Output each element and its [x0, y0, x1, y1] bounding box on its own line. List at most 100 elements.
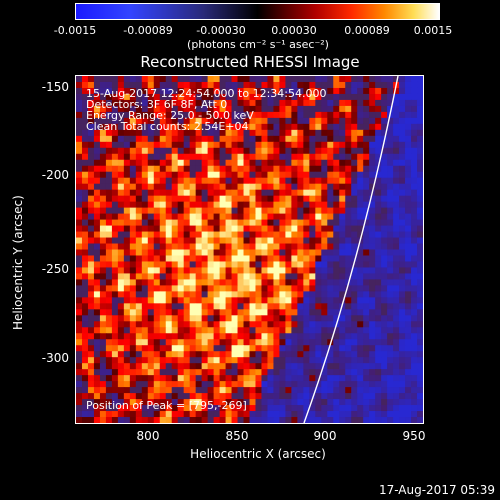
heatmap-pixel: [243, 387, 250, 394]
heatmap-pixel: [177, 315, 185, 322]
heatmap-pixel: [321, 351, 328, 358]
heatmap-pixel: [141, 363, 149, 370]
heatmap-pixel: [369, 261, 376, 268]
heatmap-pixel: [375, 417, 382, 423]
heatmap-pixel: [195, 93, 203, 101]
heatmap-pixel: [369, 219, 376, 227]
heatmap-pixel: [339, 129, 346, 137]
heatmap-pixel: [273, 333, 280, 340]
heatmap-pixel: [219, 309, 227, 316]
heatmap-pixel: [129, 261, 137, 268]
heatmap-pixel: [183, 309, 191, 316]
heatmap-pixel: [303, 315, 310, 322]
heatmap-pixel: [363, 243, 370, 250]
heatmap-pixel: [159, 357, 167, 364]
heatmap-pixel: [249, 327, 256, 334]
heatmap-pixel: [357, 333, 364, 340]
heatmap-pixel: [153, 303, 161, 310]
heatmap-pixel: [417, 285, 423, 292]
heatmap-pixel: [315, 135, 322, 143]
heatmap-pixel: [381, 267, 388, 274]
heatmap-pixel: [207, 93, 215, 101]
heatmap-pixel: [201, 111, 209, 119]
heatmap-pixel: [405, 129, 412, 137]
heatmap-pixel: [243, 219, 250, 227]
heatmap-pixel: [219, 411, 227, 418]
heatmap-pixel: [291, 405, 298, 412]
heatmap-pixel: [339, 297, 346, 304]
heatmap-pixel: [297, 345, 304, 352]
heatmap-pixel: [225, 363, 233, 370]
heatmap-pixel: [135, 81, 143, 89]
heatmap-pixel: [255, 135, 262, 143]
heatmap-pixel: [207, 339, 215, 346]
heatmap-pixel: [327, 231, 334, 239]
heatmap-pixel: [273, 387, 280, 394]
heatmap-pixel: [267, 351, 274, 358]
heatmap-pixel: [99, 411, 107, 418]
heatmap-pixel: [321, 279, 328, 286]
heatmap-pixel: [189, 99, 197, 107]
heatmap-pixel: [399, 207, 406, 215]
heatmap-pixel: [333, 129, 340, 137]
heatmap-pixel: [225, 261, 233, 268]
heatmap-pixel: [147, 237, 155, 245]
heatmap-pixel: [117, 165, 125, 173]
heatmap-pixel: [141, 255, 149, 262]
heatmap-pixel: [297, 273, 304, 280]
heatmap-pixel: [321, 267, 328, 274]
heatmap-pixel: [345, 339, 352, 346]
heatmap-pixel: [243, 76, 250, 83]
heatmap-pixel: [225, 111, 233, 119]
heatmap-pixel: [243, 417, 250, 423]
heatmap-pixel: [129, 303, 137, 310]
heatmap-pixel: [351, 231, 358, 239]
heatmap-pixel: [303, 285, 310, 292]
heatmap-pixel: [363, 279, 370, 286]
heatmap-pixel: [171, 183, 179, 191]
heatmap-pixel: [273, 213, 280, 221]
heatmap-pixel: [261, 375, 268, 382]
heatmap-pixel: [237, 261, 245, 268]
heatmap-pixel: [339, 279, 346, 286]
heatmap-pixel: [237, 267, 245, 274]
heatmap-pixel: [195, 231, 203, 239]
heatmap-pixel: [393, 255, 400, 262]
heatmap-pixel: [399, 219, 406, 227]
heatmap-pixel: [129, 243, 137, 250]
heatmap-pixel: [393, 393, 400, 400]
heatmap-pixel: [195, 315, 203, 322]
heatmap-pixel: [249, 279, 256, 286]
heatmap-pixel: [153, 255, 161, 262]
heatmap-pixel: [99, 105, 107, 113]
heatmap-pixel: [177, 129, 185, 137]
heatmap-pixel: [76, 315, 83, 322]
heatmap-pixel: [387, 297, 394, 304]
heatmap-pixel: [195, 129, 203, 137]
heatmap-pixel: [105, 93, 113, 101]
heatmap-pixel: [81, 255, 89, 262]
heatmap-pixel: [177, 105, 185, 113]
heatmap-pixel: [291, 393, 298, 400]
heatmap-pixel: [315, 321, 322, 328]
heatmap-pixel: [417, 93, 423, 101]
heatmap-pixel: [405, 249, 412, 256]
heatmap-pixel: [411, 105, 418, 113]
heatmap-pixel: [267, 357, 274, 364]
heatmap-pixel: [255, 189, 262, 197]
heatmap-pixel: [273, 87, 280, 95]
heatmap-pixel: [339, 171, 346, 179]
heatmap-pixel: [171, 249, 179, 256]
heatmap-pixel: [183, 411, 191, 418]
heatmap-pixel: [183, 171, 191, 179]
heatmap-pixel: [177, 141, 185, 149]
heatmap-pixel: [357, 111, 364, 119]
heatmap-pixel: [183, 165, 191, 173]
heatmap-pixel: [357, 87, 364, 95]
heatmap-pixel: [81, 321, 89, 328]
heatmap-pixel: [159, 81, 167, 89]
heatmap-pixel: [165, 153, 173, 161]
heatmap-pixel: [405, 123, 412, 131]
heatmap-pixel: [183, 381, 191, 388]
heatmap-pixel: [99, 165, 107, 173]
